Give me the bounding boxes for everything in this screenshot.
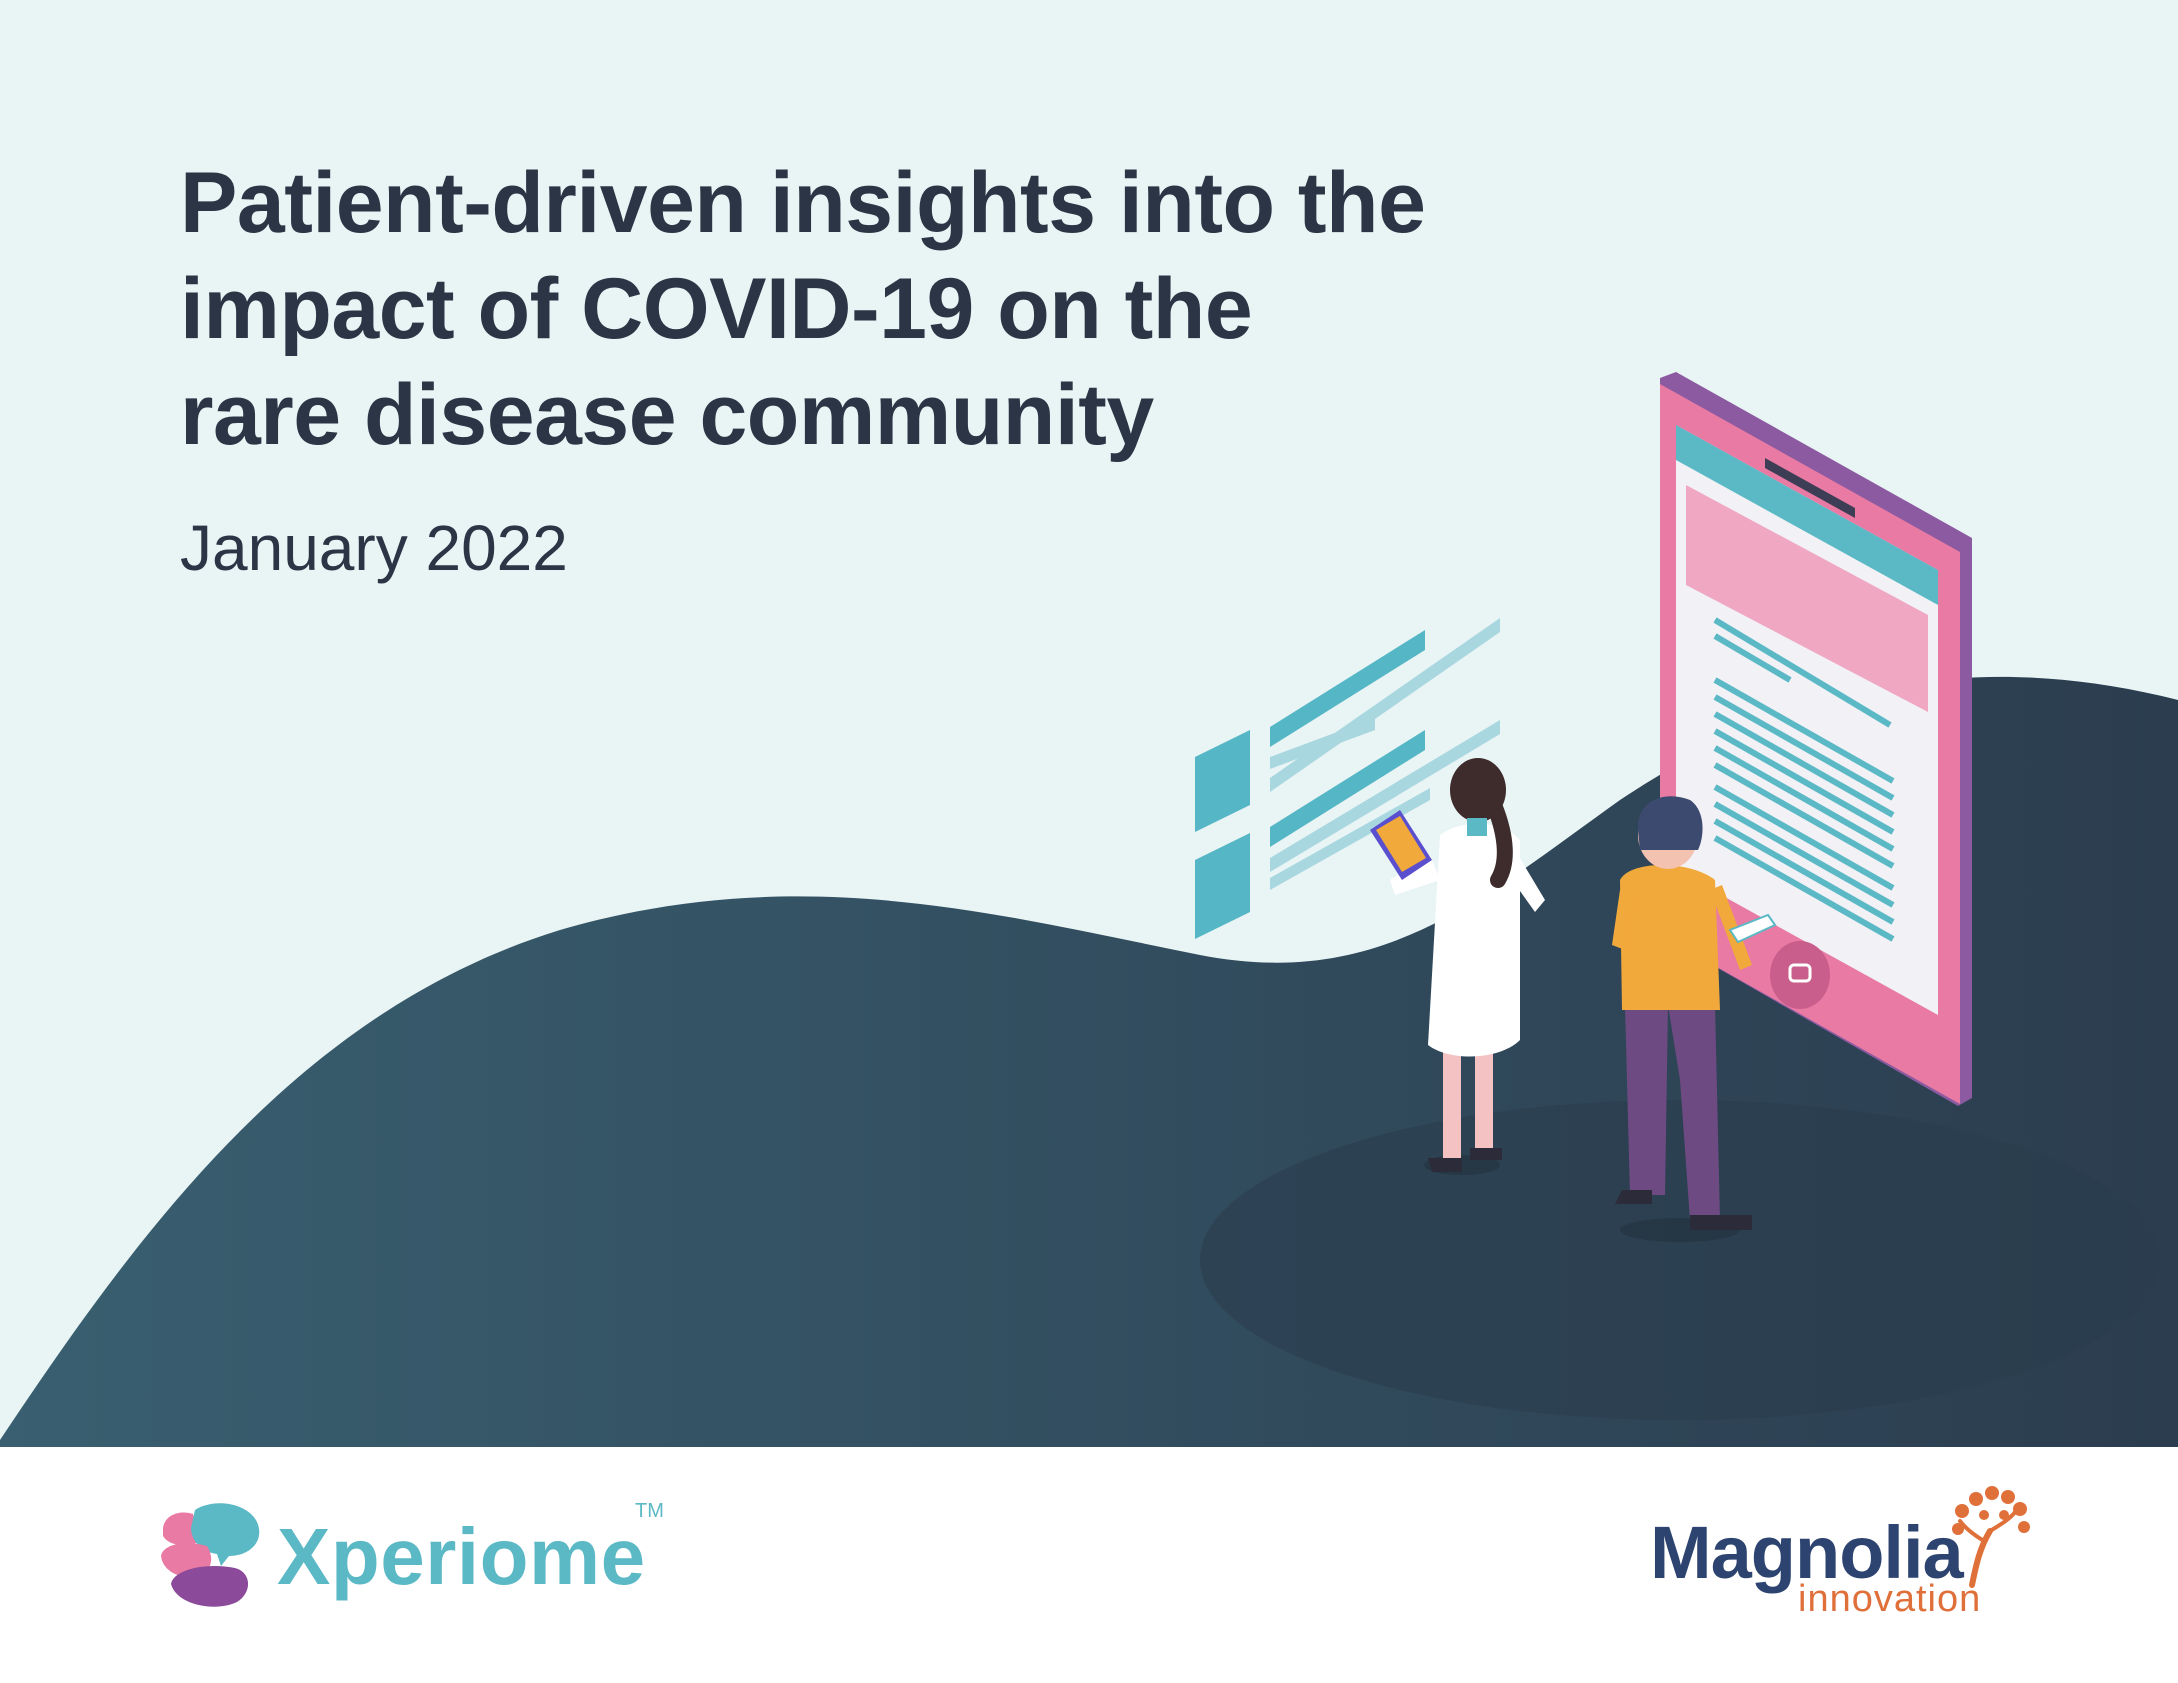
magnolia-logo: Magnolia innovation: [1650, 1485, 2030, 1625]
title-line-2: impact of COVID-19 on the: [180, 261, 1253, 357]
floating-panels-icon: [1195, 618, 1500, 939]
magnolia-subtitle: innovation: [1798, 1578, 1982, 1620]
illustration: [0, 372, 2178, 1447]
doctor-figure-icon: [1370, 758, 1545, 1175]
xperiome-wordmark: Xperiome: [277, 1512, 646, 1601]
magnolia-wordmark: Magnolia: [1650, 1511, 1964, 1594]
xperiome-logo: Xperiome TM: [155, 1500, 675, 1620]
tablet-icon: [1660, 372, 1972, 1106]
patient-figure-icon: [1612, 796, 1777, 1242]
cover-illustration: Patient-driven insights into the impact …: [0, 0, 2178, 1447]
report-title: Patient-driven insights into the impact …: [180, 150, 1480, 468]
xperiome-mark-icon: [161, 1503, 260, 1607]
title-line-1: Patient-driven insights into the: [180, 155, 1426, 251]
trademark-symbol: TM: [635, 1500, 664, 1522]
floor-shadow: [1200, 1100, 2160, 1420]
magnolia-tree-icon: [1952, 1486, 2030, 1588]
title-line-3: rare disease community: [180, 367, 1154, 463]
title-block: Patient-driven insights into the impact …: [180, 150, 1480, 586]
footer: [0, 1447, 2178, 1683]
report-date: January 2022: [180, 512, 568, 584]
